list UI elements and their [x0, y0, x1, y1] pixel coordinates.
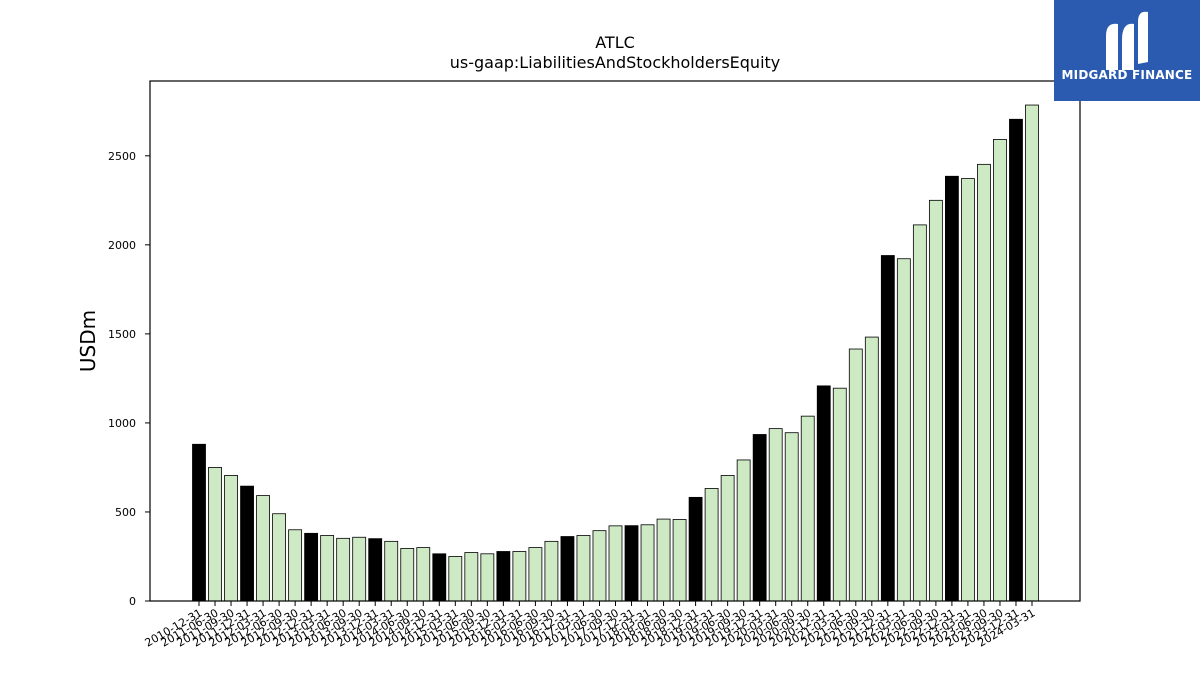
bar-2024-03-31: [1025, 104, 1039, 602]
brand-logo: MIDGARD FINANCE: [1054, 0, 1200, 101]
bar-2016-06-30: [528, 547, 543, 602]
bar-2014-03-31: [384, 540, 399, 602]
bar-2020-12-31: [816, 385, 831, 602]
y-tick-label: 1500: [108, 328, 136, 341]
bar-2023-09-30: [993, 139, 1007, 602]
bar-2013-09-30: [352, 536, 367, 602]
chart-title: ATLC: [595, 33, 635, 52]
logo-text: MIDGARD FINANCE: [1061, 68, 1193, 82]
bar-2018-12-31: [688, 496, 703, 602]
bar-2021-09-30: [864, 336, 879, 602]
y-axis-label: USDm: [76, 310, 100, 372]
bar-2016-12-31: [560, 536, 575, 602]
midgard-logo-icon: [1054, 0, 1200, 101]
y-tick-label: 500: [115, 506, 136, 519]
bar-2017-12-31: [624, 525, 639, 602]
bar-2021-06-30: [848, 348, 863, 602]
bar-2020-09-30: [800, 415, 815, 602]
y-tick-label: 1000: [108, 417, 136, 430]
bar-2018-03-31: [640, 524, 655, 602]
y-tick-label: 0: [129, 595, 136, 608]
bar-2012-03-31: [256, 495, 270, 602]
bar-2010-12-31: [192, 443, 206, 602]
bar-2018-06-30: [656, 518, 671, 602]
bar-2012-09-30: [288, 529, 303, 602]
bar-2014-09-30: [416, 547, 431, 602]
bar-2022-09-30: [928, 199, 943, 602]
bar-2012-06-30: [272, 513, 287, 602]
bar-2023-12-31: [1009, 118, 1023, 602]
bar-2019-09-30: [736, 459, 751, 602]
bar-2015-03-31: [448, 556, 463, 602]
bar-2018-09-30: [672, 519, 687, 602]
bar-2021-12-31: [880, 255, 895, 602]
bar-2019-03-31: [704, 488, 719, 602]
bar-2019-06-30: [720, 475, 735, 602]
bar-2013-12-31: [368, 538, 383, 602]
bar-2021-03-31: [832, 387, 847, 602]
bar-2011-06-30: [208, 467, 222, 602]
y-tick-label: 2500: [108, 150, 136, 163]
bar-2020-03-31: [768, 428, 783, 602]
bar-2023-06-30: [977, 163, 991, 602]
bar-2014-06-30: [400, 548, 415, 602]
y-tick-label: 2000: [108, 239, 136, 252]
bar-2022-06-30: [912, 224, 927, 602]
bars-group: [192, 104, 1039, 602]
bar-2013-06-30: [336, 537, 351, 602]
bar-2014-12-31: [432, 553, 447, 602]
bar-2017-03-31: [576, 535, 591, 602]
bar-2015-06-30: [464, 552, 479, 602]
bar-2015-12-31: [496, 551, 511, 602]
logo-mark: [1106, 11, 1148, 70]
bar-2023-03-31: [961, 178, 975, 602]
bar-2011-12-31: [240, 485, 254, 602]
chart-subtitle: us-gaap:LiabilitiesAndStockholdersEquity: [450, 53, 781, 72]
plot-frame: [149, 80, 1081, 602]
x-axis: 2010-12-312011-06-302011-09-302011-12-31…: [143, 601, 1037, 650]
bar-2013-03-31: [320, 535, 335, 602]
bar-2012-12-31: [304, 532, 319, 602]
bar-2022-03-31: [896, 258, 911, 602]
bar-2011-09-30: [224, 475, 238, 602]
bar-2017-06-30: [592, 530, 607, 602]
bar-2017-09-30: [608, 525, 623, 602]
bar-2019-12-31: [752, 434, 767, 602]
bar-2022-12-31: [945, 175, 959, 602]
bar-2016-09-30: [544, 540, 559, 602]
y-axis: 0 500 1000 1500 2000 2500: [108, 150, 150, 608]
bar-2020-06-30: [784, 432, 799, 602]
bar-2016-03-31: [512, 551, 527, 602]
bar-2015-09-30: [480, 553, 495, 602]
